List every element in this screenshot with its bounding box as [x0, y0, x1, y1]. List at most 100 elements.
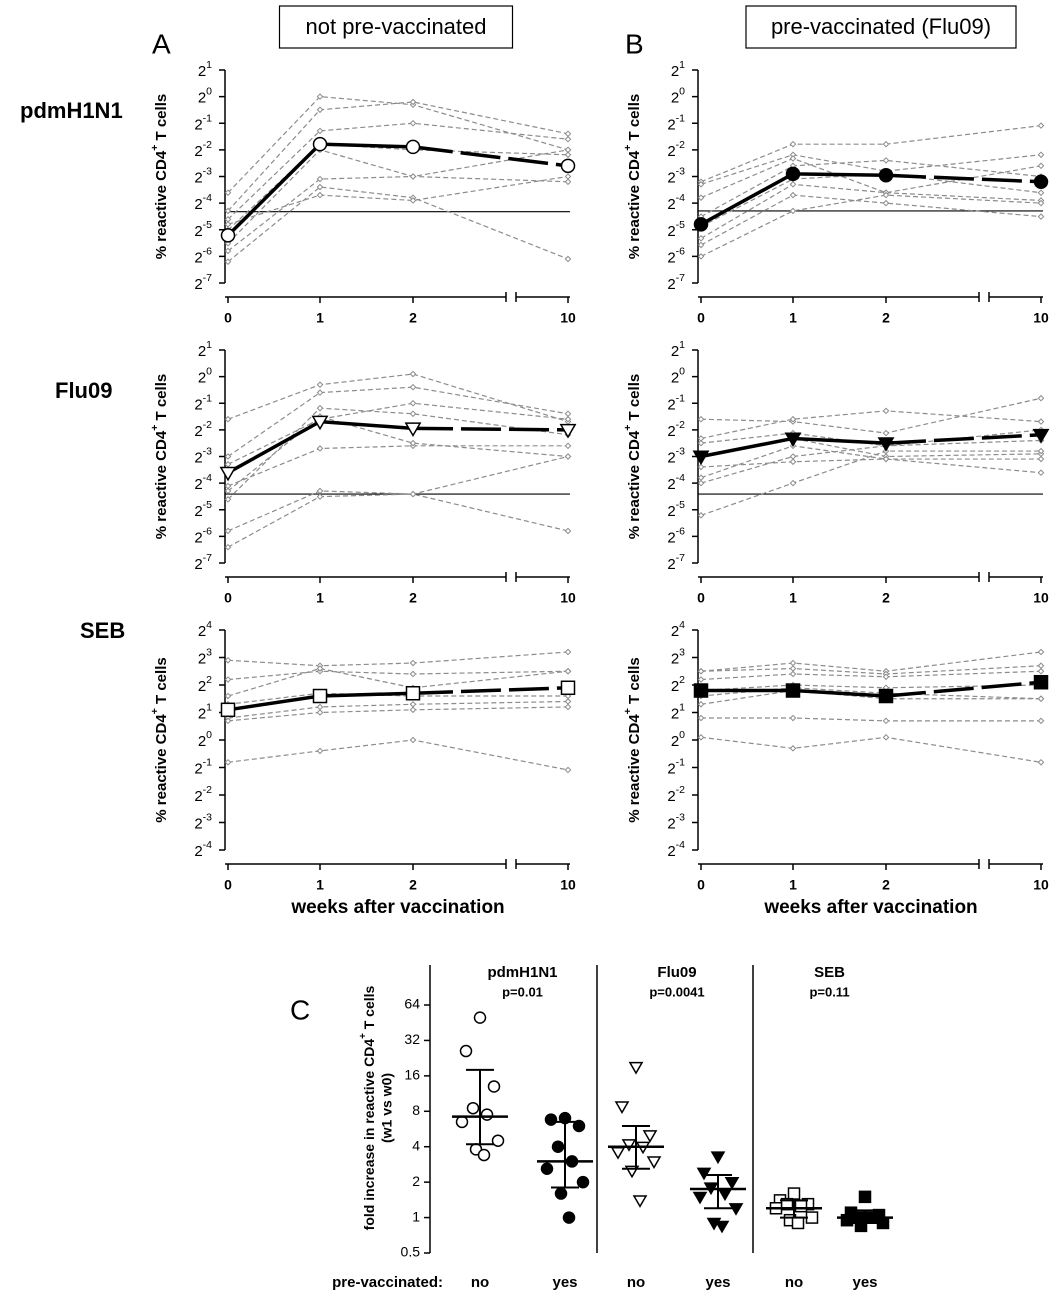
y-tick-label: 2-1 [667, 756, 685, 777]
y-tick-label: 2-4 [667, 839, 685, 860]
mean-point [1033, 174, 1049, 190]
subject-line [227, 667, 569, 697]
y-tick-label-part: -6 [203, 525, 212, 537]
y-tick-label: 2-6 [667, 525, 685, 546]
subject-point [316, 709, 324, 716]
subject-point [789, 659, 797, 667]
x-tick-label: no [627, 1274, 645, 1291]
subject-line [700, 159, 1042, 218]
subject-point [697, 474, 705, 481]
y-tick-label-part: -7 [676, 552, 685, 564]
y-tick-label: 2-5 [667, 499, 685, 520]
mean-point [405, 139, 421, 155]
mean-point [559, 423, 577, 439]
subject-line [227, 96, 569, 194]
y-tick-label: 2-4 [667, 472, 685, 493]
group-p-value: p=0.0041 [649, 984, 704, 999]
y-axis-label: % reactive CD4+ T cells [622, 94, 643, 259]
subject-point [697, 235, 705, 242]
mean-point [785, 166, 801, 182]
y-tick-label-part: 2 [198, 650, 206, 667]
y-tick-label-part: 1 [206, 59, 212, 71]
subject-point [409, 399, 417, 407]
data-point [544, 1113, 558, 1126]
subject-point [316, 665, 324, 672]
y-tick-label: 20 [671, 365, 685, 386]
y-tick-label: 2-3 [194, 165, 212, 186]
group-title: pdmH1N1 [487, 964, 557, 981]
group-p-value: p=0.01 [502, 984, 543, 999]
y-axis-label-part: + [149, 145, 161, 151]
y-tick-label-part: 4 [679, 619, 685, 631]
subject-line [700, 445, 1042, 479]
y-tick-label-part: -4 [203, 472, 212, 484]
subject-point [789, 415, 797, 423]
subject-line [700, 183, 1042, 239]
data-point [551, 1140, 565, 1153]
y-tick-label-part: 0 [206, 365, 212, 377]
mean-point [1033, 674, 1049, 690]
y-tick-label-part: 2 [198, 733, 206, 750]
subject-point [882, 407, 890, 415]
y-tick-label-part: 2 [194, 223, 202, 240]
y-tick-label: 2-3 [194, 811, 212, 832]
y-tick-label-part: -1 [676, 756, 685, 768]
y-tick-label-part: 1 [679, 701, 685, 713]
mean-line [885, 680, 1042, 698]
y-tick-label: 21 [198, 339, 212, 360]
subject-point [697, 667, 705, 675]
mean-point [878, 688, 894, 704]
subject-line [227, 122, 569, 220]
mean-point [560, 158, 576, 174]
y-tick-label-part: 2 [679, 674, 685, 686]
subject-point [789, 140, 797, 148]
subject-line [227, 386, 569, 457]
y-tick-label: 2-5 [194, 219, 212, 240]
y-tick-label-part: 2 [667, 249, 675, 266]
x-tick-label: 10 [1033, 310, 1049, 326]
subject-point [316, 191, 324, 199]
y-tick-label: 64 [404, 996, 420, 1012]
y-tick-label-part: 2 [667, 760, 675, 777]
mean-point [312, 136, 328, 152]
y-tick-label: 22 [671, 674, 685, 695]
subject-point [564, 135, 572, 143]
y-tick-label: 20 [671, 729, 685, 750]
y-tick-label-part: 2 [194, 423, 202, 440]
data-point [876, 1216, 890, 1230]
subject-point [1037, 213, 1045, 220]
column-header: pre-vaccinated (Flu09) [771, 14, 991, 39]
data-point [628, 1061, 644, 1075]
row-label: pre-vaccinated: [332, 1274, 443, 1291]
subject-line [700, 651, 1042, 672]
subject-point [882, 717, 890, 725]
subject-line [700, 154, 1042, 185]
y-axis-label-part: T cells [626, 94, 643, 145]
y-tick-label-part: 0 [679, 85, 685, 97]
subject-point [224, 692, 232, 700]
y-tick-label-part: -3 [676, 445, 685, 457]
x-tick-label: 1 [316, 590, 324, 606]
x-tick-label: 1 [316, 310, 324, 326]
mean-point [220, 228, 236, 243]
subject-point [564, 178, 572, 186]
y-tick-label-part: 2 [667, 143, 675, 160]
data-point [576, 1175, 590, 1189]
y-tick-label-part: 2 [198, 90, 206, 107]
y-axis-label-part: T cells [626, 657, 643, 708]
subject-point [316, 175, 324, 183]
y-tick-label-part: -3 [203, 445, 212, 457]
x-tick-label: 2 [409, 590, 417, 606]
y-tick-label-part: 2 [667, 815, 675, 832]
subject-point [316, 389, 324, 396]
y-tick-label-part: 2 [194, 116, 202, 133]
y-tick-label: 2-5 [667, 219, 685, 240]
y-tick-label-part: 0 [679, 729, 685, 741]
y-tick-label-part: 2 [671, 678, 679, 695]
y-tick-label-part: -2 [203, 784, 212, 796]
subject-point [316, 127, 324, 135]
y-tick-label-part: 2 [671, 90, 679, 107]
subject-point [224, 258, 232, 266]
subject-point [697, 676, 705, 683]
